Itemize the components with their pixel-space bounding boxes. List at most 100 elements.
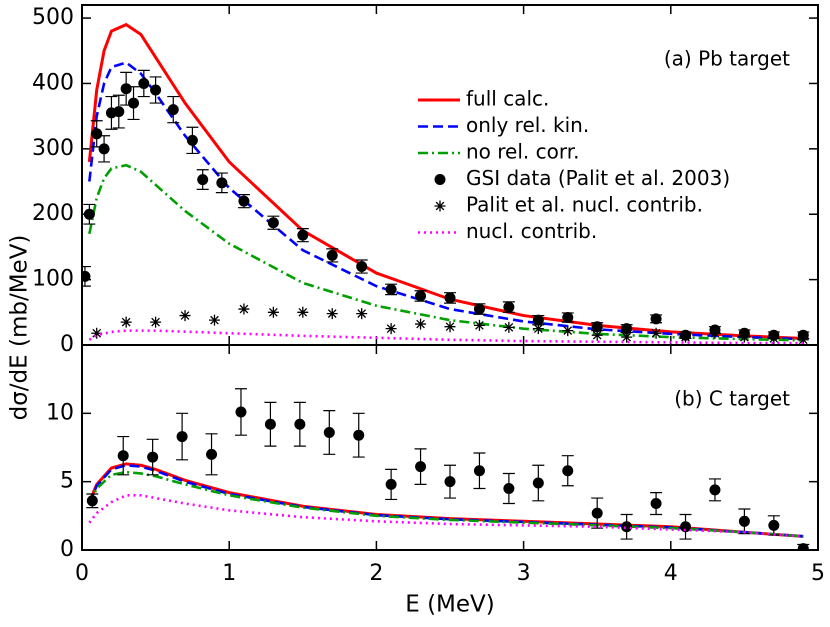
- data-point: [738, 515, 750, 527]
- data-point: [444, 292, 456, 304]
- data-point: [264, 418, 276, 430]
- star-marker: [208, 314, 220, 326]
- data-point: [297, 229, 309, 241]
- y-tick-label: 0: [60, 537, 74, 562]
- plot-area: [86, 388, 810, 550]
- data-point: [82, 270, 91, 282]
- star-marker: [473, 319, 485, 331]
- data-point: [235, 406, 247, 418]
- star-marker: [150, 316, 162, 328]
- data-point: [591, 321, 603, 333]
- data-point: [238, 195, 250, 207]
- data-point: [150, 84, 162, 96]
- x-tick-label: 5: [811, 561, 825, 586]
- data-point: [503, 483, 515, 494]
- legend-label: no rel. corr.: [466, 140, 579, 164]
- star-marker: [238, 303, 250, 315]
- data-point: [216, 177, 228, 189]
- y-tick-label: 100: [32, 267, 74, 292]
- data-point: [186, 134, 198, 146]
- star-marker: [415, 318, 427, 330]
- data-point: [197, 174, 209, 186]
- panel-label: (a) Pb target: [664, 47, 790, 71]
- data-point: [353, 429, 365, 441]
- y-tick-label: 500: [32, 5, 74, 30]
- data-point: [128, 97, 140, 109]
- y-tick-label: 400: [32, 70, 74, 95]
- data-point: [385, 478, 397, 490]
- star-marker: [326, 308, 338, 320]
- data-point: [167, 104, 179, 116]
- star-marker: [768, 332, 780, 344]
- data-point: [323, 426, 335, 438]
- data-point: [473, 303, 485, 315]
- y-tick-label: 5: [60, 469, 74, 494]
- legend-label: GSI data (Palit et al. 2003): [466, 166, 730, 190]
- curve: [88, 463, 804, 538]
- curve: [88, 494, 804, 538]
- data-point: [473, 465, 485, 477]
- data-point: [415, 461, 427, 473]
- legend-label: nucl. contrib.: [466, 219, 597, 243]
- star-marker: [650, 327, 662, 339]
- star-marker: [385, 323, 397, 335]
- data-point: [797, 543, 809, 550]
- data-point: [591, 507, 603, 519]
- data-point: [98, 143, 110, 155]
- star-marker: [562, 325, 574, 337]
- y-tick-label: 10: [46, 400, 74, 425]
- data-point: [680, 521, 692, 533]
- y-tick-label: 300: [32, 136, 74, 161]
- y-axis-label: dσ/dE (mb/MeV): [7, 235, 33, 421]
- legend-label: full calc.: [466, 87, 549, 111]
- curve: [88, 163, 804, 342]
- star-marker: [297, 306, 309, 318]
- star-marker: [120, 316, 132, 328]
- curve: [88, 329, 804, 345]
- star-marker: [91, 327, 103, 339]
- plot-area: [82, 22, 810, 345]
- star-marker: [179, 310, 191, 322]
- legend-label: only rel. kin.: [466, 113, 589, 137]
- data-point: [120, 83, 132, 95]
- data-point: [532, 477, 544, 489]
- data-point: [532, 314, 544, 326]
- data-point: [86, 495, 98, 507]
- x-tick-label: 3: [517, 561, 531, 586]
- data-point: [138, 77, 150, 89]
- data-point: [113, 106, 125, 118]
- data-point: [206, 448, 218, 460]
- y-tick-label: 0: [60, 332, 74, 357]
- data-point: [326, 249, 338, 261]
- x-tick-label: 1: [222, 561, 236, 586]
- data-point: [117, 450, 129, 462]
- y-tick-label: 200: [32, 201, 74, 226]
- x-tick-label: 2: [369, 561, 383, 586]
- frame: [81, 344, 819, 551]
- star-marker: [591, 329, 603, 341]
- data-point: [147, 451, 159, 463]
- data-point: [768, 519, 780, 531]
- star-marker: [621, 331, 633, 343]
- star-marker: [532, 323, 544, 335]
- data-point: [503, 301, 515, 313]
- curve: [87, 462, 804, 538]
- data-point: [83, 208, 95, 220]
- star-marker: [503, 321, 515, 333]
- data-point: [621, 521, 633, 533]
- star-marker: [738, 331, 750, 343]
- data-point: [650, 313, 662, 325]
- data-point: [562, 312, 574, 324]
- data-point: [709, 484, 721, 496]
- star-marker: [680, 331, 692, 343]
- data-point: [356, 261, 368, 273]
- data-point: [91, 128, 103, 140]
- star-marker: [797, 334, 809, 345]
- star-marker: [444, 321, 456, 333]
- data-point: [562, 465, 574, 477]
- data-point: [415, 290, 427, 302]
- data-point: [650, 498, 662, 510]
- star-marker: [356, 308, 368, 320]
